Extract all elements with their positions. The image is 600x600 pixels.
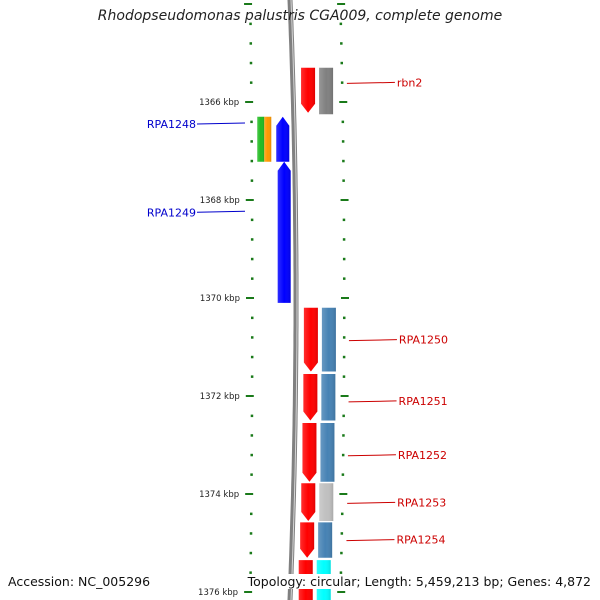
gene-feature-shade (319, 483, 334, 521)
ruler-minor-tick (250, 473, 253, 476)
ruler-label: 1372 kbp (200, 392, 240, 402)
gene-feature-shade (302, 422, 317, 482)
ruler-minor-tick (250, 316, 254, 320)
gene-feature-shade (318, 522, 333, 558)
ruler-label: 1374 kbp (199, 490, 239, 500)
ruler-minor-tick (342, 218, 346, 222)
label-rpa1248-leader (196, 122, 246, 125)
ruler-minor-tick (339, 22, 343, 26)
label-rpa1252: RPA1252 (398, 449, 447, 462)
ruler-minor-tick (342, 159, 345, 163)
ruler-minor-tick (250, 277, 254, 280)
ruler-minor-tick (250, 257, 254, 261)
ruler-minor-tick (249, 22, 252, 26)
ruler-minor-tick (341, 473, 345, 476)
backbone-line (287, 0, 299, 600)
ruler-minor-tick (250, 238, 254, 241)
label-rbn2: rbn2 (397, 76, 422, 89)
ruler-minor-tick (342, 336, 346, 339)
ruler-minor-tick (341, 453, 345, 457)
ruler-minor-tick (249, 551, 253, 555)
gene-feature-shade (303, 373, 318, 421)
ruler-minor-tick (250, 414, 254, 418)
ruler-minor-tick (342, 179, 345, 182)
label-rpa1250: RPA1250 (399, 334, 448, 347)
label-rpa1253-leader (347, 501, 396, 504)
ruler-minor-tick (342, 316, 346, 320)
ruler-minor-tick (342, 277, 346, 280)
ruler-minor-tick (340, 61, 343, 65)
ruler-minor-tick (339, 571, 343, 574)
ruler-minor-tick (340, 512, 344, 516)
ruler-minor-tick (250, 336, 254, 339)
label-rpa1248: RPA1248 (147, 118, 196, 131)
ruler-minor-tick (249, 512, 253, 516)
ruler-minor-tick (342, 434, 345, 437)
ruler-minor-tick (250, 355, 254, 359)
label-rpa1249-leader (196, 210, 246, 213)
ruler-minor-tick (250, 218, 254, 222)
ruler-minor-tick (249, 532, 253, 535)
ruler-minor-tick (250, 453, 253, 457)
gene-feature-shade (300, 522, 315, 558)
label-rpa1254-leader (346, 539, 395, 542)
gene-feature-shade (303, 307, 318, 372)
gene-rpa1248-shade (276, 116, 290, 162)
gene-feature-shade (301, 67, 316, 113)
label-rpa1249: RPA1249 (147, 206, 196, 219)
ruler-minor-tick (249, 61, 253, 65)
ruler-minor-tick (342, 257, 346, 261)
ruler-label: 1376 kbp (198, 588, 238, 598)
ruler-minor-tick (250, 120, 253, 124)
label-rpa1253: RPA1253 (397, 496, 446, 509)
ruler-label: 1366 kbp (199, 98, 239, 108)
ruler-minor-tick (250, 140, 253, 143)
gene-feature-shade (301, 483, 316, 521)
accession-text: Accession: NC_005296 (8, 574, 151, 589)
ruler-minor-tick (250, 179, 254, 182)
label-rpa1251-leader (348, 400, 397, 403)
ruler-minor-tick (250, 159, 254, 163)
ruler-minor-tick (340, 551, 343, 555)
map-title: Rhodopseudomonas palustris CGA009, compl… (97, 8, 503, 24)
topology-summary: Topology: circular; Length: 5,459,213 bp… (247, 574, 591, 589)
ruler-minor-tick (342, 414, 345, 418)
ruler-minor-tick (250, 434, 254, 437)
label-rpa1254: RPA1254 (396, 534, 445, 547)
ruler-minor-tick (340, 532, 344, 535)
ruler-minor-tick (340, 81, 344, 84)
ruler-minor-tick (342, 355, 346, 359)
gene-feature-shade (320, 422, 335, 482)
gene-rpa1249-shade (277, 161, 291, 303)
ruler-minor-tick (342, 238, 346, 241)
ruler-minor-tick (249, 42, 253, 45)
label-rpa1250-leader (348, 339, 397, 342)
ruler-minor-tick (249, 571, 252, 574)
gene-feature-shade (257, 116, 265, 162)
ruler-minor-tick (249, 81, 253, 84)
label-rpa1251: RPA1251 (399, 395, 448, 408)
ruler-label: 1368 kbp (200, 196, 240, 206)
label-rbn2-leader (346, 81, 395, 84)
ruler-minor-tick (341, 120, 345, 124)
ruler-label: 1370 kbp (200, 294, 240, 304)
ruler-minor-tick (250, 375, 254, 378)
gene-feature-shade (321, 307, 336, 372)
ruler-minor-tick (340, 42, 343, 45)
ruler-minor-tick (342, 375, 346, 378)
ruler-minor-tick (341, 140, 345, 143)
gene-feature-shade (319, 67, 334, 115)
gene-feature-shade (321, 373, 336, 421)
label-rpa1252-leader (347, 454, 396, 457)
gene-feature-shade (264, 116, 272, 162)
backbone-highlight (290, 0, 298, 600)
